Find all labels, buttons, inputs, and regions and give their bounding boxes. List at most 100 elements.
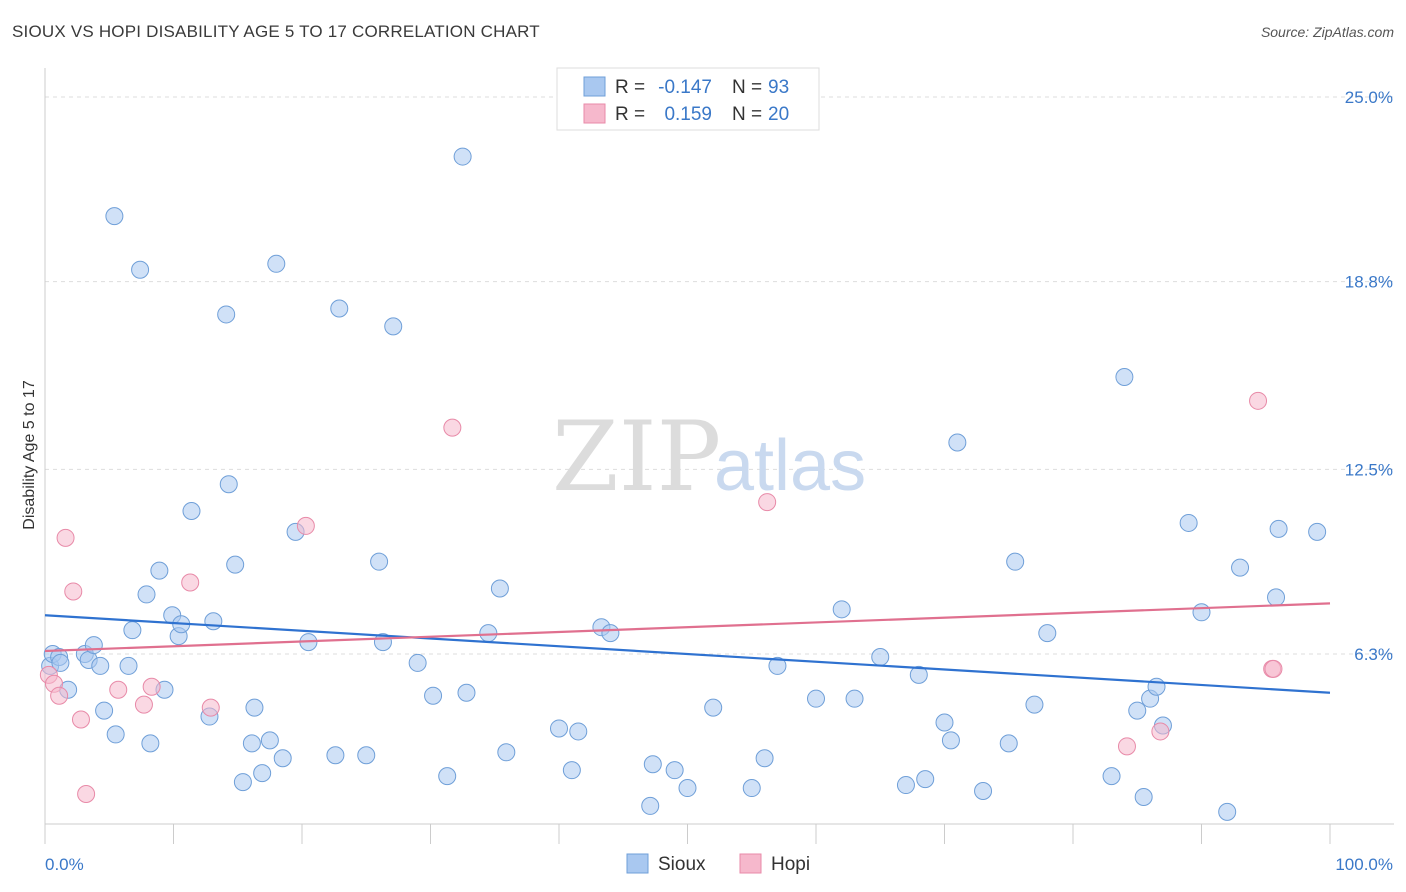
sioux-r-value: -0.147: [658, 77, 712, 98]
sioux-point: [479, 624, 498, 643]
sioux-point: [242, 734, 261, 753]
sioux-point: [204, 612, 223, 631]
sioux-point: [105, 207, 124, 226]
series-legend: Sioux Hopi: [626, 853, 810, 875]
sioux-series-label: Sioux: [658, 854, 706, 875]
sioux-point: [948, 433, 967, 452]
sioux-point: [935, 713, 954, 732]
sioux-point: [1006, 552, 1025, 571]
sioux-point: [974, 782, 993, 801]
sioux-point: [408, 653, 427, 672]
sioux-point: [832, 600, 851, 619]
hopi-point: [77, 784, 96, 803]
sioux-point: [1134, 787, 1153, 806]
sioux-point: [1267, 588, 1286, 607]
sioux-point: [182, 502, 201, 521]
sioux-point: [226, 555, 245, 574]
sioux-point: [755, 749, 774, 768]
x-tick-labels: 0.0% 100.0%: [45, 855, 1393, 874]
sioux-point: [1308, 522, 1327, 541]
sioux-point: [357, 746, 376, 765]
sioux-point: [845, 689, 864, 708]
hopi-point: [142, 677, 161, 696]
sioux-point: [1192, 603, 1211, 622]
sioux-point: [909, 665, 928, 684]
sioux-point: [1269, 519, 1288, 538]
sioux-point: [370, 552, 389, 571]
hopi-point: [758, 493, 777, 512]
sioux-point: [84, 636, 103, 655]
hopi-point: [109, 680, 128, 699]
sioux-point: [267, 254, 286, 273]
sioux-point: [217, 305, 236, 324]
sioux-point: [704, 698, 723, 717]
stats-legend: R = -0.147 N = 93 R = 0.159 N = 20: [556, 67, 820, 131]
sioux-point: [643, 755, 662, 774]
sioux-point: [1115, 367, 1134, 386]
sioux-point: [137, 585, 156, 604]
sioux-r-label: R =: [615, 77, 645, 98]
sioux-point: [941, 731, 960, 750]
sioux-point: [219, 475, 238, 494]
trend-lines: [44, 602, 1331, 694]
sioux-point: [871, 647, 890, 666]
sioux-point: [424, 686, 443, 705]
sioux-point: [1038, 624, 1057, 643]
x-tick-label: 0.0%: [45, 855, 84, 874]
y-axis-label: Disability Age 5 to 17: [21, 380, 38, 530]
y-tick-label: 6.3%: [1354, 645, 1393, 664]
sioux-point: [91, 656, 110, 675]
sioux-point: [916, 770, 935, 789]
sioux-point: [1179, 513, 1198, 532]
sioux-point: [490, 579, 509, 598]
hopi-point: [71, 710, 90, 729]
chart-source: Source: ZipAtlas.com: [1260, 24, 1394, 40]
y-tick-labels: 6.3% 12.5% 18.8% 25.0%: [1345, 88, 1393, 664]
sioux-point: [51, 653, 70, 672]
watermark: ZIP atlas: [552, 401, 866, 513]
sioux-point: [260, 731, 279, 750]
hopi-point: [64, 582, 83, 601]
watermark-zip: ZIP: [552, 401, 721, 513]
sioux-point: [253, 764, 272, 783]
sioux-point: [457, 683, 476, 702]
sioux-point: [641, 796, 660, 815]
sioux-point: [569, 722, 588, 741]
sioux-point: [896, 776, 915, 795]
sioux-point: [1025, 695, 1044, 714]
hopi-point: [443, 418, 462, 437]
sioux-point: [768, 656, 787, 675]
hopi-r-value: 0.159: [664, 104, 712, 125]
sioux-point: [1128, 701, 1147, 720]
watermark-atlas: atlas: [714, 426, 866, 506]
sioux-point: [807, 689, 825, 708]
sioux-n-label: N =: [732, 77, 762, 98]
axes: [44, 68, 1394, 844]
sioux-point: [678, 779, 697, 798]
y-tick-label: 12.5%: [1345, 460, 1393, 479]
sioux-series-swatch: [626, 853, 649, 874]
sioux-point: [106, 725, 125, 744]
sioux-point: [742, 779, 761, 798]
sioux-point: [245, 698, 264, 717]
sioux-point: [95, 701, 114, 720]
sioux-point: [384, 317, 403, 336]
hopi-point: [1249, 391, 1268, 410]
hopi-n-value: 20: [768, 104, 789, 125]
hopi-point: [1151, 722, 1170, 741]
sioux-point: [119, 656, 138, 675]
sioux-point: [1218, 802, 1237, 821]
sioux-point: [497, 743, 516, 762]
hopi-point: [134, 695, 153, 714]
sioux-point: [438, 767, 457, 786]
hopi-point: [1117, 737, 1136, 756]
sioux-point: [999, 734, 1018, 753]
sioux-legend-swatch: [583, 76, 606, 97]
y-tick-label: 25.0%: [1345, 88, 1393, 107]
grid-lines: [45, 96, 1394, 655]
sioux-point: [123, 621, 142, 640]
sioux-point: [550, 719, 568, 738]
hopi-series-swatch: [739, 853, 762, 874]
sioux-trend-line: [44, 614, 1331, 694]
